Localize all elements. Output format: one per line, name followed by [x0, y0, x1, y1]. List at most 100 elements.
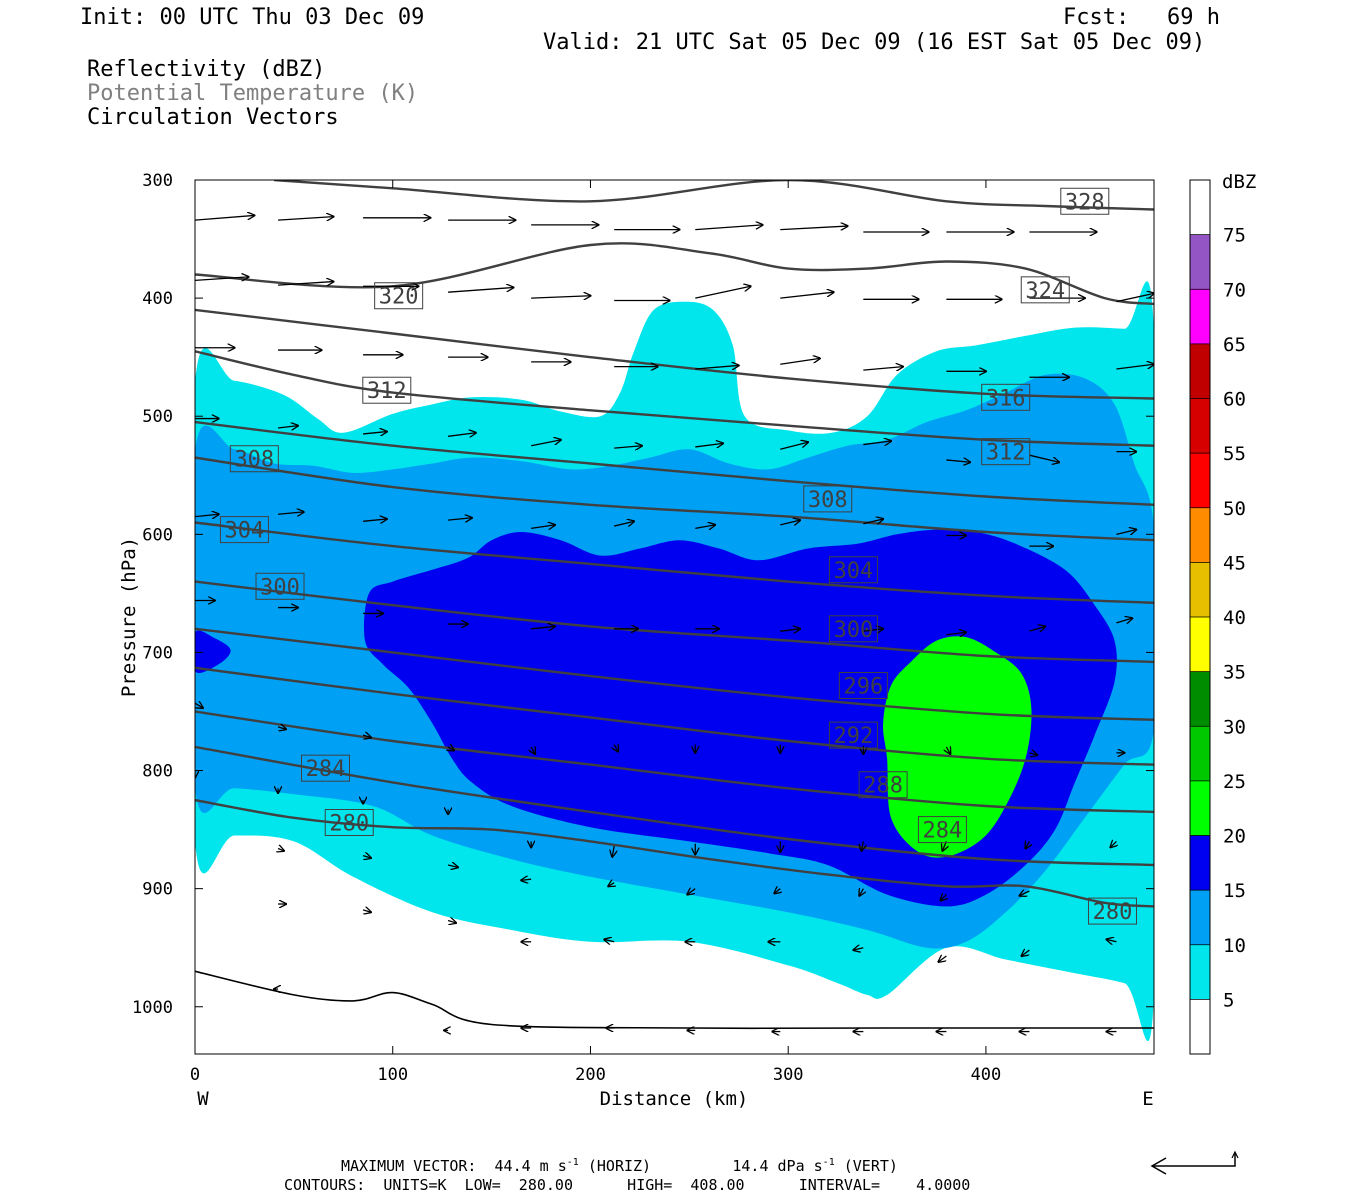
- colorbar-label: 65: [1223, 334, 1246, 356]
- theta-contour-284: [195, 745, 1154, 867]
- contour-label-text: 312: [986, 441, 1026, 466]
- contour-label-text: 280: [329, 812, 369, 837]
- circulation-vector: [1110, 841, 1116, 847]
- circulation-vector: [448, 433, 476, 437]
- theta-contour-292: [195, 666, 1154, 766]
- colorbar-swatch: [1190, 343, 1210, 399]
- contour-label-text: 324: [1025, 279, 1065, 304]
- circulation-vector: [774, 889, 780, 894]
- circulation-vector: [195, 703, 203, 708]
- axes: 300 400 500 600 700 800 900 1000 0 100 200 300 400: [132, 171, 1154, 1085]
- contour-label: 312: [362, 376, 412, 404]
- circulation-vector: [448, 287, 513, 293]
- circulation-vector: [448, 518, 472, 520]
- circulation-vector: [612, 846, 614, 857]
- circulation-vector: [1116, 364, 1154, 370]
- contour-label: 284: [301, 754, 351, 782]
- contour-label-text: 292: [834, 724, 874, 749]
- theta-contour-312: [195, 420, 1154, 506]
- circulation-vector: [863, 441, 891, 445]
- circulation-vector: [1025, 841, 1029, 848]
- circulation-vector: [1029, 454, 1059, 462]
- circulation-vector: [1107, 939, 1117, 941]
- contour-label-text: 300: [834, 618, 874, 643]
- circulation-vector: [277, 426, 298, 428]
- contour-label: 312: [981, 438, 1031, 466]
- contour-label: 324: [1020, 276, 1070, 304]
- max-vector-info: MAXIMUM VECTOR: 44.4 m s-1 (HORIZ) 14.4 …: [341, 1157, 898, 1175]
- contour-label: 304: [828, 556, 878, 584]
- contour-label: 308: [803, 485, 853, 513]
- circulation-vector: [863, 367, 903, 371]
- contour-label: 304: [219, 516, 269, 544]
- contour-label-text: 304: [834, 559, 874, 584]
- colorbar-swatch: [1190, 890, 1210, 945]
- circulation-vector: [780, 226, 847, 230]
- circulation-vector: [780, 292, 833, 299]
- circulation-vector: [1022, 950, 1030, 956]
- contour-info: CONTOURS: UNITS=K LOW= 280.00 HIGH= 408.…: [284, 1176, 971, 1194]
- east-label: E: [1142, 1088, 1153, 1110]
- reference-vector-icon: [1150, 1150, 1239, 1175]
- x-tick-label: 0: [190, 1065, 200, 1085]
- contour-label-text: 328: [1065, 190, 1105, 215]
- circulation-vector: [1020, 891, 1030, 896]
- contour-label-text: 300: [260, 575, 300, 600]
- y-tick-label: 400: [142, 289, 173, 309]
- circulation-vector: [604, 939, 615, 941]
- circulation-vector: [780, 520, 800, 525]
- colorbar-swatch: [1190, 726, 1210, 781]
- colorbar-label: 55: [1223, 443, 1246, 465]
- contour-label-text: 288: [863, 774, 903, 799]
- circulation-vector: [863, 629, 883, 631]
- circulation-vector: [1029, 753, 1037, 755]
- contour-label: 284: [917, 816, 967, 844]
- circulation-vector: [780, 358, 820, 365]
- contour-label-text: 284: [923, 819, 963, 844]
- colorbar-swatch: [1190, 944, 1210, 1000]
- contour-label: 328: [1060, 187, 1110, 215]
- contour-label: 308: [229, 445, 279, 473]
- circulation-vector: [531, 747, 535, 754]
- colorbar-swatch: [1190, 562, 1210, 617]
- theta-contour-328: [274, 180, 1154, 211]
- y-tick-label: 500: [142, 407, 173, 427]
- colorbar-label: 15: [1223, 880, 1246, 902]
- colorbar-swatch: [1190, 398, 1210, 454]
- circulation-vector: [1116, 530, 1136, 535]
- forecast-label: Fcst:: [1063, 5, 1130, 30]
- y-tick-label: 900: [142, 880, 173, 900]
- contour-label: 288: [858, 771, 908, 799]
- circulation-vector: [363, 519, 387, 521]
- field-title-reflectivity: Reflectivity (dBZ): [87, 57, 326, 82]
- circulation-vector: [695, 225, 762, 231]
- circulation-vector: [277, 727, 286, 729]
- colorbar-swatch: [1190, 617, 1210, 672]
- circulation-vector: [863, 519, 883, 524]
- colorbar-label: 40: [1223, 607, 1246, 629]
- colorbar-swatch: [1190, 999, 1210, 1054]
- theta-contour-280: [195, 798, 1154, 908]
- colorbar-label: 20: [1223, 826, 1246, 848]
- contour-label-text: 304: [225, 519, 265, 544]
- contour-label-text: 312: [367, 379, 407, 404]
- circulation-vector: [195, 215, 254, 221]
- circulation-vector: [278, 217, 333, 221]
- circulation-vector: [946, 632, 966, 634]
- colorbar-label: 60: [1223, 389, 1246, 411]
- colorbar-swatch: [1190, 453, 1210, 508]
- x-axis-label: Distance (km): [600, 1088, 749, 1110]
- theta-contour-324: [195, 242, 1154, 306]
- valid-time: Valid: 21 UTC Sat 05 Dec 09 (16 EST Sat …: [543, 30, 1206, 55]
- circulation-vector: [946, 460, 970, 462]
- circulation-vector: [780, 629, 800, 631]
- circulation-vectors: [195, 215, 1154, 1031]
- contour-label-text: 320: [379, 285, 419, 310]
- plot-frame: [194, 179, 1155, 1055]
- circulation-vector: [278, 848, 284, 850]
- circulation-vector: [614, 745, 618, 752]
- circulation-vector: [521, 879, 532, 880]
- contour-label: 320: [374, 282, 424, 310]
- circulation-vector: [531, 525, 555, 529]
- contour-label-text: 280: [1093, 900, 1133, 925]
